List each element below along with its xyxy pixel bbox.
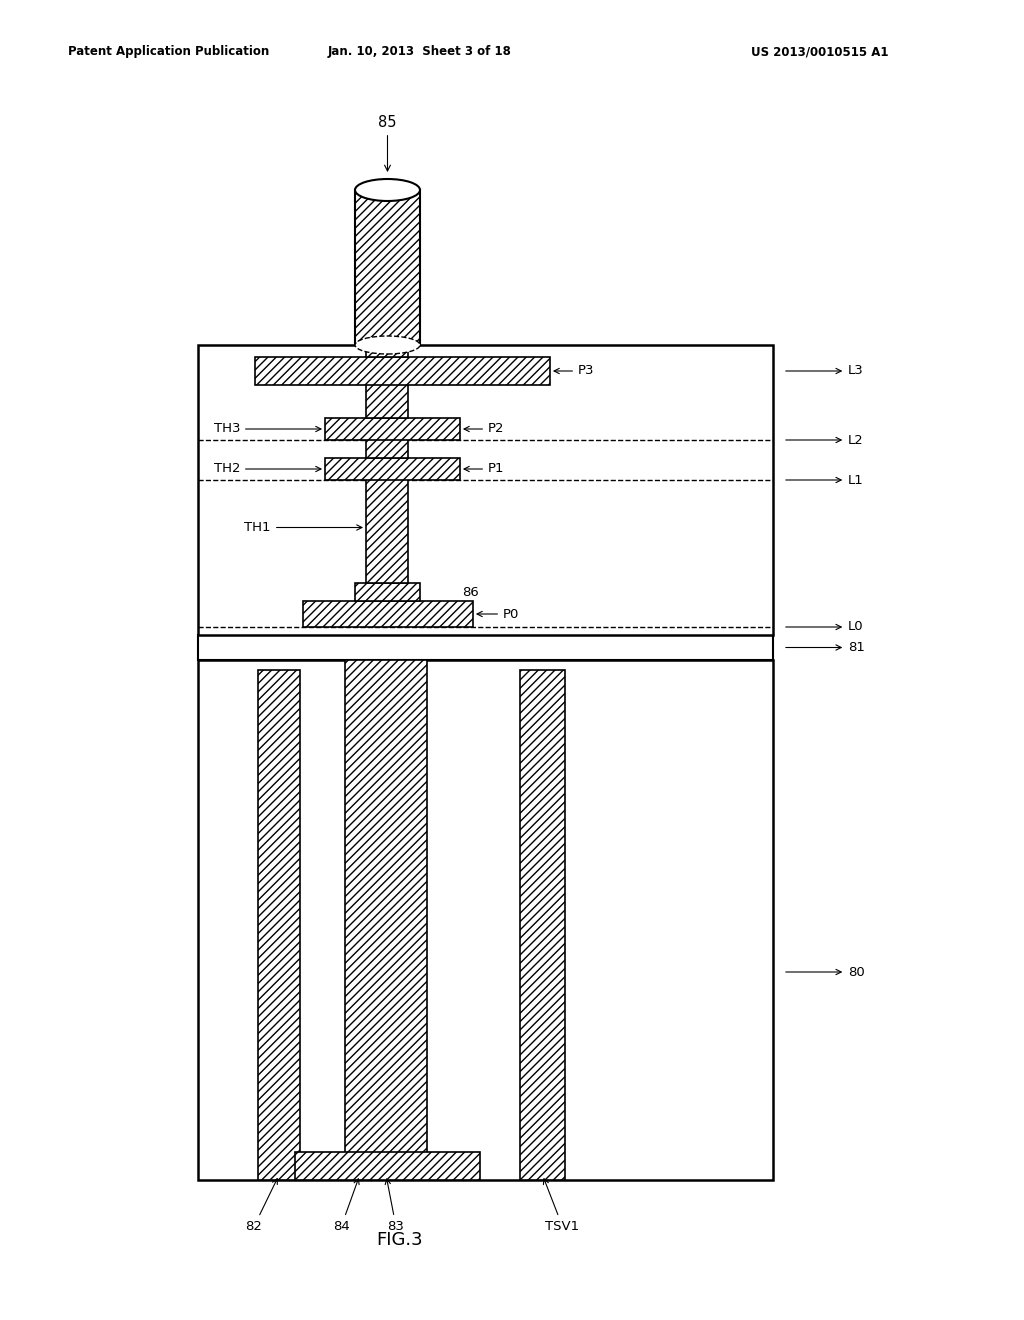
- Text: 84: 84: [333, 1179, 359, 1233]
- Bar: [258, 671, 300, 1180]
- Bar: [366, 380, 408, 418]
- Text: P0: P0: [477, 607, 519, 620]
- Text: TSV1: TSV1: [544, 1179, 580, 1233]
- Bar: [366, 433, 408, 458]
- Bar: [303, 601, 473, 627]
- Bar: [255, 356, 550, 385]
- Bar: [520, 671, 565, 1180]
- Text: TH2: TH2: [213, 462, 321, 475]
- Bar: [355, 583, 420, 601]
- Text: P1: P1: [464, 462, 505, 475]
- Text: FIG.3: FIG.3: [377, 1232, 423, 1249]
- Text: 83: 83: [385, 1179, 404, 1233]
- Bar: [345, 660, 427, 1155]
- Bar: [366, 473, 408, 583]
- Text: P3: P3: [554, 364, 595, 378]
- Text: TH1: TH1: [245, 521, 361, 535]
- Text: L1: L1: [785, 474, 864, 487]
- Text: 86: 86: [462, 586, 479, 598]
- Text: 85: 85: [378, 115, 396, 172]
- Text: Jan. 10, 2013  Sheet 3 of 18: Jan. 10, 2013 Sheet 3 of 18: [328, 45, 512, 58]
- Bar: [198, 345, 773, 635]
- Text: L3: L3: [785, 364, 864, 378]
- Text: 81: 81: [785, 642, 865, 653]
- Text: Patent Application Publication: Patent Application Publication: [68, 45, 269, 58]
- Text: 80: 80: [785, 965, 864, 978]
- Bar: [198, 635, 773, 660]
- Bar: [325, 458, 460, 480]
- Ellipse shape: [355, 180, 420, 201]
- Bar: [325, 418, 460, 440]
- Bar: [295, 1152, 480, 1180]
- Text: 82: 82: [246, 1179, 278, 1233]
- Bar: [366, 345, 408, 356]
- Bar: [355, 190, 420, 345]
- Text: L0: L0: [785, 620, 863, 634]
- Text: TH3: TH3: [213, 422, 321, 436]
- Text: US 2013/0010515 A1: US 2013/0010515 A1: [752, 45, 889, 58]
- Text: P2: P2: [464, 422, 505, 436]
- Text: L2: L2: [785, 433, 864, 446]
- Ellipse shape: [355, 337, 420, 354]
- Bar: [198, 660, 773, 1180]
